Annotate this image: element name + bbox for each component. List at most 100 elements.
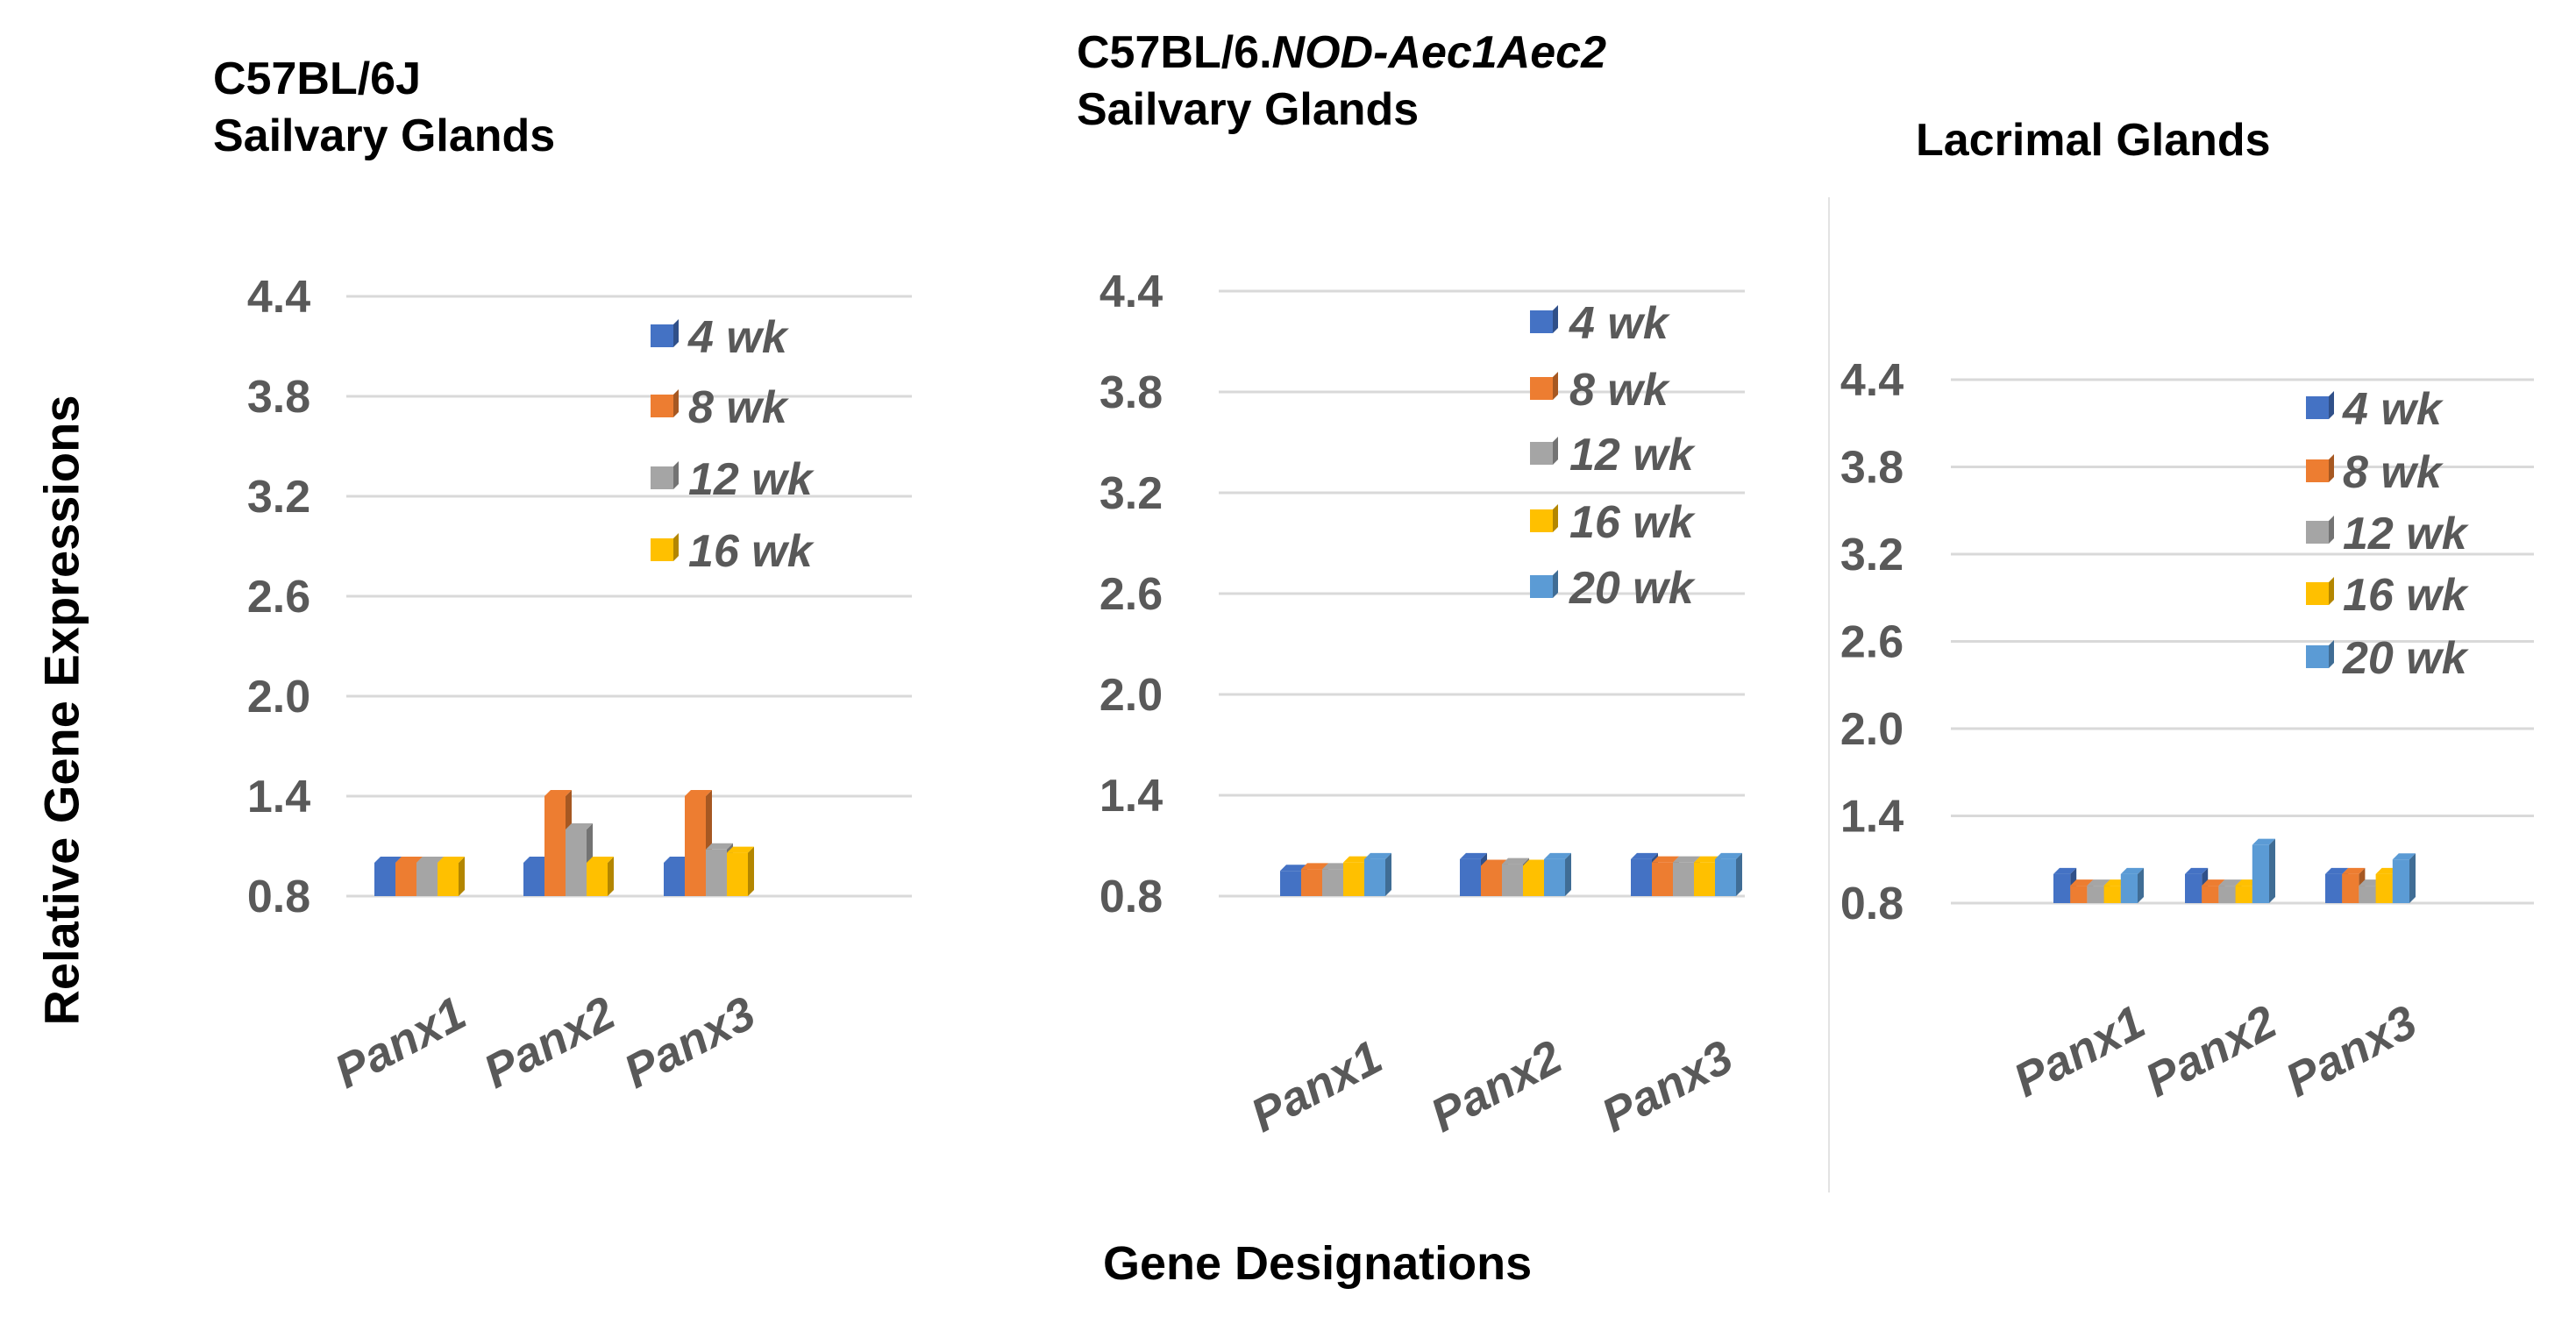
y-tick-label: 0.8 — [247, 872, 310, 922]
y-tick-label: 3.8 — [1840, 443, 1904, 494]
y-tick-label: 3.2 — [1099, 468, 1163, 519]
legend-swatch — [2306, 521, 2329, 544]
bar-face — [2120, 873, 2138, 903]
bar-face — [1631, 858, 1652, 896]
bar-top — [685, 790, 712, 796]
bar-face — [685, 796, 706, 896]
legend-label: 12 wk — [2343, 509, 2470, 559]
bar-face — [1523, 865, 1544, 896]
bar-top — [2218, 879, 2242, 886]
bar-top — [1460, 852, 1487, 859]
legend-label: 4 wk — [2342, 384, 2444, 435]
bar-top — [395, 857, 423, 863]
bar-top — [374, 857, 402, 863]
bar-face — [2392, 859, 2409, 903]
panel-divider — [1828, 197, 1830, 1192]
title-segment: Sailvary Glands — [1077, 84, 1420, 135]
bar-face — [2325, 873, 2343, 903]
panel-3-title: Lacrimal Glands — [1916, 112, 2271, 169]
x-category-label: Panx2 — [1422, 1030, 1570, 1142]
bar-face — [1280, 871, 1301, 896]
legend-swatch-side — [673, 533, 679, 561]
bar — [2252, 838, 2275, 903]
legend-swatch — [1530, 377, 1553, 400]
bar-face — [2359, 886, 2376, 903]
bar-top — [1322, 863, 1349, 870]
bar-face — [2053, 873, 2071, 903]
legend-swatch — [651, 538, 673, 561]
legend-label: 12 wk — [688, 454, 815, 505]
title-segment: C57BL/6. — [1077, 27, 1272, 78]
bar-side — [2138, 867, 2144, 903]
x-category-label: Panx2 — [475, 986, 623, 1099]
y-tick-label: 4.4 — [1840, 355, 1904, 406]
bar-side — [748, 846, 754, 896]
title-segment: Sailvary Glands — [213, 110, 556, 161]
bar-top — [706, 843, 733, 850]
bar-face — [2252, 844, 2269, 903]
bar-top — [1544, 852, 1571, 859]
legend-swatch-side — [2329, 577, 2334, 605]
bar-top — [2053, 867, 2077, 874]
legend-swatch — [2306, 582, 2329, 605]
bar — [587, 857, 614, 896]
bar-top — [566, 823, 593, 829]
bar — [2392, 853, 2416, 903]
y-tick-label: 0.8 — [1099, 872, 1163, 922]
bar-top — [1673, 856, 1700, 863]
y-tick-label: 0.8 — [1840, 879, 1904, 929]
bar-top — [664, 857, 691, 863]
panel-title-line: C57BL/6J — [213, 51, 555, 108]
bar-side — [608, 857, 614, 896]
bar-face — [1460, 858, 1481, 896]
bar-face — [1544, 858, 1565, 896]
bar-face — [1652, 862, 1673, 896]
legend-label: 16 wk — [688, 526, 815, 577]
bar-top — [2087, 879, 2110, 886]
bar-face — [544, 796, 566, 896]
bar-top — [2120, 867, 2144, 874]
bar-face — [2070, 886, 2088, 903]
y-tick-label: 1.4 — [1099, 771, 1163, 822]
bar-side — [1385, 852, 1391, 896]
legend-swatch — [651, 395, 673, 417]
bar-face — [438, 863, 459, 896]
title-segment: Lacrimal Glands — [1916, 115, 2271, 166]
legend-swatch-side — [1553, 372, 1558, 400]
panel-1-title: C57BL/6J Sailvary Glands — [213, 51, 555, 165]
legend-swatch-side — [1553, 437, 1558, 465]
legend-label: 4 wk — [1569, 298, 1671, 349]
bar-face — [2235, 886, 2252, 903]
legend-label: 4 wk — [687, 312, 790, 363]
bar-side — [2269, 838, 2275, 903]
legend-swatch — [2306, 645, 2329, 668]
x-category-label: Panx2 — [2137, 995, 2285, 1107]
bar-top — [416, 857, 444, 863]
y-tick-label: 2.0 — [247, 672, 310, 722]
legend-swatch-side — [673, 319, 679, 347]
bar-face — [1694, 862, 1715, 896]
bar-face — [706, 849, 727, 896]
y-tick-label: 4.4 — [1099, 267, 1163, 317]
bar-face — [1343, 862, 1364, 896]
legend-swatch-side — [1553, 305, 1558, 333]
bar — [1715, 852, 1742, 896]
bar-face — [1673, 862, 1694, 896]
bar-side — [1736, 852, 1742, 896]
bar-face — [2087, 886, 2104, 903]
y-tick-label: 2.6 — [247, 572, 310, 623]
bar-face — [566, 829, 587, 896]
bar-face — [523, 863, 544, 896]
legend-label: 20 wk — [1569, 563, 1697, 614]
bar-top — [1280, 865, 1307, 872]
bar-face — [727, 852, 748, 896]
bar-top — [2185, 867, 2209, 874]
x-category-label: Panx3 — [1593, 1030, 1741, 1142]
bar-side — [1565, 852, 1571, 896]
title-segment: NOD-Aec1Aec2 — [1271, 27, 1607, 78]
y-tick-label: 1.4 — [247, 772, 310, 822]
x-category-label: Panx3 — [616, 986, 764, 1099]
bar-face — [2375, 873, 2393, 903]
